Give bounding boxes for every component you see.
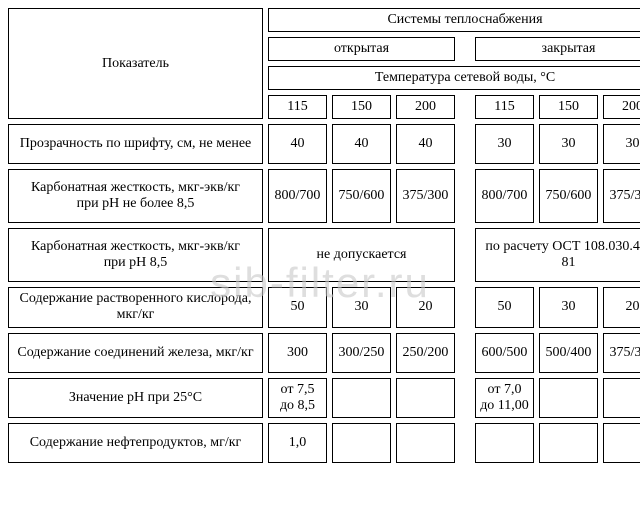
row-4-val-3: 600/500 (475, 333, 534, 373)
row-3-val-4: 30 (539, 287, 598, 327)
row-1-val-1: 750/600 (332, 169, 391, 223)
temp-col-3: 115 (475, 95, 534, 119)
row-3-val-0: 50 (268, 287, 327, 327)
row-label-4: Содержание соединений железа, мкг/кг (8, 333, 263, 373)
row-0-val-1: 40 (332, 124, 391, 164)
systems-header: Системы теплоснабжения (268, 8, 640, 32)
row-3-val-2: 20 (396, 287, 455, 327)
row-1-val-0: 800/700 (268, 169, 327, 223)
row-label-1: Карбонатная жесткость, мкг-экв/кг при pH… (8, 169, 263, 223)
row-0-val-3: 30 (475, 124, 534, 164)
row-1-val-5: 375/300 (603, 169, 640, 223)
row-6-val-5 (603, 423, 640, 463)
row-4-val-0: 300 (268, 333, 327, 373)
row-5-val-0: от 7,5 до 8,5 (268, 378, 327, 418)
row-4-val-4: 500/400 (539, 333, 598, 373)
row-3-val-1: 30 (332, 287, 391, 327)
temp-col-4: 150 (539, 95, 598, 119)
temp-col-0: 115 (268, 95, 327, 119)
temp-col-2: 200 (396, 95, 455, 119)
row-6-val-1 (332, 423, 391, 463)
row-4-val-5: 375/300 (603, 333, 640, 373)
row-0-val-2: 40 (396, 124, 455, 164)
temp-header: Температура сетевой воды, °С (268, 66, 640, 90)
row-label-2: Карбонатная жесткость, мкг-экв/кг при pH… (8, 228, 263, 282)
temp-col-5: 200 (603, 95, 640, 119)
row-0-val-0: 40 (268, 124, 327, 164)
row-6-val-0: 1,0 (268, 423, 327, 463)
closed-header: закрытая (475, 37, 640, 61)
row-3-val-5: 20 (603, 287, 640, 327)
row-0-val-5: 30 (603, 124, 640, 164)
row-1-val-4: 750/600 (539, 169, 598, 223)
row-1-val-2: 375/300 (396, 169, 455, 223)
param-header: Показатель (8, 8, 263, 119)
row-6-val-4 (539, 423, 598, 463)
row-5-val-2 (396, 378, 455, 418)
row-4-val-2: 250/200 (396, 333, 455, 373)
row-6-val-2 (396, 423, 455, 463)
row-2-left: не допускается (268, 228, 455, 282)
row-2-right: по расчету ОСТ 108.030.47-81 (475, 228, 640, 282)
open-header: открытая (268, 37, 455, 61)
row-5-val-1 (332, 378, 391, 418)
row-5-val-3: от 7,0 до 11,00 (475, 378, 534, 418)
row-label-6: Содержание нефтепродуктов, мг/кг (8, 423, 263, 463)
row-5-val-4 (539, 378, 598, 418)
row-label-5: Значение pH при 25°С (8, 378, 263, 418)
row-label-3: Содержание растворенного кислорода, мкг/… (8, 287, 263, 327)
row-6-val-3 (475, 423, 534, 463)
row-5-val-5 (603, 378, 640, 418)
row-label-0: Прозрачность по шрифту, см, не менее (8, 124, 263, 164)
row-0-val-4: 30 (539, 124, 598, 164)
row-3-val-3: 50 (475, 287, 534, 327)
row-1-val-3: 800/700 (475, 169, 534, 223)
temp-col-1: 150 (332, 95, 391, 119)
row-4-val-1: 300/250 (332, 333, 391, 373)
